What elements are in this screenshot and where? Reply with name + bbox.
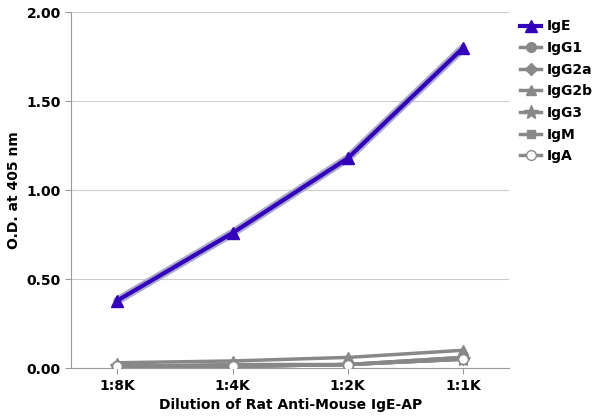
- Legend: IgE, IgG1, IgG2a, IgG2b, IgG3, IgM, IgA: IgE, IgG1, IgG2a, IgG2b, IgG3, IgM, IgA: [520, 19, 593, 163]
- IgE: [344, 156, 352, 161]
- IgG2b: [114, 360, 121, 365]
- Line: IgG2a: IgG2a: [113, 355, 467, 370]
- IgM: [229, 364, 236, 369]
- IgM: [344, 362, 352, 367]
- IgA: [460, 357, 467, 362]
- IgM: [114, 364, 121, 369]
- IgG2b: [460, 348, 467, 353]
- IgG2a: [114, 364, 121, 369]
- IgG2a: [229, 364, 236, 369]
- IgE: [114, 298, 121, 303]
- IgG1: [229, 364, 236, 369]
- Line: IgG2b: IgG2b: [113, 345, 468, 367]
- Line: IgA: IgA: [113, 354, 468, 371]
- IgG2a: [460, 357, 467, 362]
- Line: IgE: IgE: [112, 42, 469, 306]
- IgG3: [460, 357, 467, 362]
- IgM: [460, 355, 467, 360]
- Line: IgG1: IgG1: [113, 352, 468, 371]
- IgG2a: [344, 362, 352, 367]
- X-axis label: Dilution of Rat Anti-Mouse IgE-AP: Dilution of Rat Anti-Mouse IgE-AP: [158, 398, 422, 412]
- IgG3: [344, 362, 352, 367]
- IgG2b: [344, 355, 352, 360]
- IgE: [460, 46, 467, 51]
- IgA: [344, 362, 352, 367]
- IgG1: [460, 355, 467, 360]
- IgG1: [114, 364, 121, 369]
- IgE: [229, 230, 236, 235]
- IgG3: [114, 364, 121, 369]
- Line: IgG3: IgG3: [110, 352, 470, 373]
- IgG2b: [229, 359, 236, 364]
- IgA: [114, 364, 121, 369]
- IgG3: [229, 362, 236, 367]
- Line: IgM: IgM: [113, 353, 467, 370]
- IgG1: [344, 362, 352, 367]
- Y-axis label: O.D. at 405 nm: O.D. at 405 nm: [7, 132, 21, 249]
- IgA: [229, 364, 236, 369]
